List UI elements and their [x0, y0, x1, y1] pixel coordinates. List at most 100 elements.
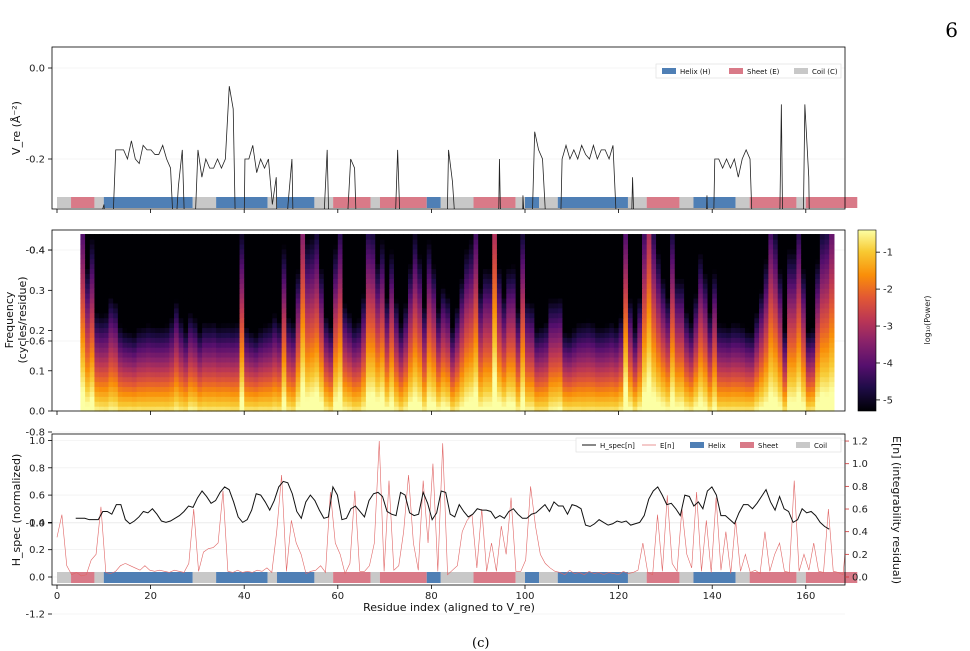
- colorbar-tick-label: -5: [883, 395, 893, 406]
- vre-ytick-label: -1.2: [25, 610, 45, 621]
- hspec-xtick-label: 0: [54, 591, 60, 602]
- hspec-band-coil-21: [679, 572, 693, 583]
- hspec-band-helix-18: [558, 572, 628, 583]
- vre-band-helix-3: [104, 197, 193, 208]
- residual-ytick-label: 0.8: [852, 482, 868, 493]
- legend-sheet-label-2: Sheet: [758, 442, 778, 450]
- panel-hspec-frame: [52, 434, 845, 585]
- vre-band-coil-21: [679, 197, 693, 208]
- vre-band-coil-0: [57, 197, 71, 208]
- colorbar-tick-label: -1: [883, 248, 893, 259]
- vre-band-sheet-11: [380, 197, 427, 208]
- hspec-band-coil-6: [268, 572, 277, 583]
- hspec-xtick-label: 20: [144, 591, 157, 602]
- residual-series-line: [57, 441, 848, 576]
- vre-ytick-label: -0.2: [25, 155, 45, 166]
- spectrogram-ytick-label: 0.1: [29, 366, 45, 377]
- hspec-band-helix-16: [525, 572, 539, 583]
- panel-hspec-ylabel: H_spec (normalized): [10, 454, 23, 567]
- legend-coil-label: Coil (C): [812, 68, 838, 76]
- panel-vre-ylabel: V_re (Å⁻²): [10, 101, 23, 155]
- vre-ytick-label: 0.0: [29, 64, 45, 75]
- hspec-band-sheet-14: [474, 572, 516, 583]
- hspec-band-helix-22: [693, 572, 735, 583]
- spectrogram-ytick-label: 0.0: [29, 407, 45, 418]
- legend-coil-label-2: Coil: [814, 442, 827, 450]
- legend-residual-label: E[n]: [660, 442, 675, 450]
- vre-band-coil-19: [628, 197, 647, 208]
- panel-hspec-ylabel2: E[n] (integrability residual): [890, 436, 903, 584]
- vre-band-sheet-26: [806, 197, 857, 208]
- hspec-band-sheet-9: [333, 572, 370, 583]
- hspec-series-line: [76, 481, 829, 529]
- hspec-band-sheet-26: [806, 572, 857, 583]
- hspec-ytick-label: 0.2: [29, 545, 45, 556]
- hspec-band-coil-4: [193, 572, 216, 583]
- panel-spectrogram: 0.0 0.1 0.2 0.3 0.4 Frequency (cycles/residu…: [3, 230, 932, 418]
- hspec-xtick-label: 160: [796, 591, 815, 602]
- residual-ytick-label: 0.0: [852, 573, 868, 584]
- colorbar: [858, 230, 876, 411]
- hspec-band-coil-2: [94, 572, 103, 583]
- hspec-band-coil-13: [441, 572, 474, 583]
- vre-band-coil-25: [796, 197, 805, 208]
- hspec-band-helix-7: [277, 572, 314, 583]
- residual-ytick-label: 1.2: [852, 437, 868, 448]
- hspec-band-coil-25: [796, 572, 805, 583]
- hspec-band-coil-15: [516, 572, 525, 583]
- vre-band-coil-8: [314, 197, 333, 208]
- vre-band-coil-13: [441, 197, 474, 208]
- sub-caption: (c): [472, 636, 489, 651]
- hspec-band-coil-19: [628, 572, 647, 583]
- legend-sheet-label: Sheet (E): [747, 68, 780, 76]
- hspec-band-sheet-24: [750, 572, 797, 583]
- panel-spectrogram-ylabel-line1: Frequency: [3, 291, 16, 348]
- hspec-band-coil-23: [736, 572, 750, 583]
- hspec-band-coil-17: [539, 572, 558, 583]
- spectrogram-ytick-label: 0.3: [29, 286, 45, 297]
- vre-band-helix-12: [427, 197, 441, 208]
- hspec-xtick-label: 140: [703, 591, 722, 602]
- hspec-ytick-label: 0.6: [29, 491, 45, 502]
- vre-band-helix-16: [525, 197, 539, 208]
- hspec-xtick-label: 120: [609, 591, 628, 602]
- hspec-band-sheet-11: [380, 572, 427, 583]
- hspec-ytick-label: 1.0: [29, 436, 45, 447]
- vre-band-sheet-1: [71, 197, 94, 208]
- vre-band-sheet-20: [647, 197, 680, 208]
- colorbar-tick-label: -3: [883, 322, 893, 333]
- panel-hspec-legend: H_spec[n] E[n] Helix Sheet Coil: [576, 438, 841, 452]
- spectrogram-ytick-label: 0.2: [29, 326, 45, 337]
- hspec-xtick-label: 60: [331, 591, 344, 602]
- vre-band-helix-22: [693, 197, 735, 208]
- vre-band-sheet-24: [750, 197, 797, 208]
- legend-helix-label: Helix (H): [680, 68, 711, 76]
- hspec-band-coil-0: [57, 572, 71, 583]
- vre-band-sheet-9: [333, 197, 370, 208]
- residual-ytick-label: 1.0: [852, 459, 868, 470]
- residual-ytick-label: 0.2: [852, 550, 868, 561]
- panel-spectrogram-ylabel-line2: (cycles/residue): [16, 276, 29, 363]
- hspec-ytick-label: 0.0: [29, 573, 45, 584]
- colorbar-label: log₁₀(Power): [923, 295, 932, 344]
- hspec-xtick-label: 40: [238, 591, 251, 602]
- vre-band-coil-10: [371, 197, 380, 208]
- vre-band-coil-17: [539, 197, 558, 208]
- hspec-ytick-label: 0.4: [29, 518, 45, 529]
- legend-sheet-swatch: [729, 68, 743, 74]
- vre-band-helix-7: [277, 197, 314, 208]
- hspec-band-coil-8: [314, 572, 333, 583]
- hspec-band-helix-12: [427, 572, 441, 583]
- vre-band-helix-18: [558, 197, 628, 208]
- panel-hspec-xlabel: Residue index (aligned to V_re): [363, 601, 535, 614]
- panel-vre-legend: Helix (H) Sheet (E) Coil (C): [656, 64, 841, 78]
- hspec-band-coil-10: [371, 572, 380, 583]
- legend-coil-swatch: [794, 68, 808, 74]
- legend-hspec-label: H_spec[n]: [600, 442, 635, 450]
- legend-helix-label-2: Helix: [708, 442, 726, 450]
- spectrogram-ytick-label: 0.4: [29, 246, 45, 257]
- vre-band-coil-23: [736, 197, 750, 208]
- residual-ytick-label: 0.6: [852, 505, 868, 516]
- hspec-band-helix-5: [216, 572, 267, 583]
